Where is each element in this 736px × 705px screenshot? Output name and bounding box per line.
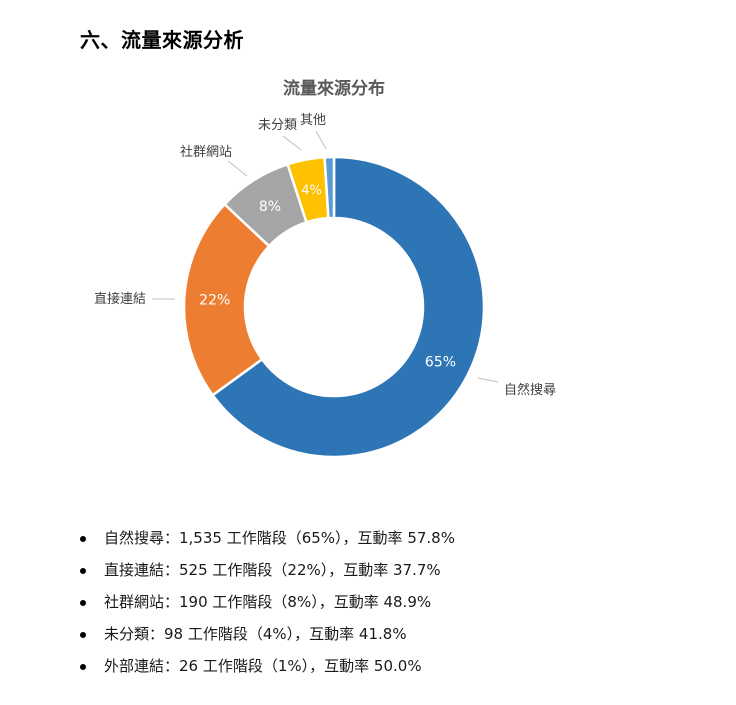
category-label: 其他 — [300, 113, 326, 128]
data-label: 65% — [425, 354, 456, 370]
category-label: 直接連結 — [94, 291, 146, 307]
data-label: 4% — [301, 184, 322, 199]
list-item: 未分類：98 工作階段（4%），互動率 41.8% — [80, 620, 455, 652]
donut-slice-5 — [323, 155, 336, 220]
list-item: 直接連結：525 工作階段（22%），互動率 37.7% — [80, 556, 455, 588]
donut-chart-svg: 流量來源分布 65% 自然搜尋 22% 直接連結 8% 社群網站 4% 未分類 其他 — [94, 78, 556, 459]
list-item: 自然搜尋：1,535 工作階段（65%），互動率 57.8% — [80, 524, 455, 556]
leader-line — [477, 377, 499, 383]
chart-title: 流量來源分布 — [283, 78, 385, 99]
list-item: 社群網站：190 工作階段（8%），互動率 48.9% — [80, 588, 455, 620]
section-heading: 六、流量來源分析 — [80, 28, 244, 52]
donut-slice-1 — [210, 155, 486, 459]
category-label: 社群網站 — [180, 144, 232, 160]
donut-slice-2 — [182, 202, 271, 397]
category-label: 自然搜尋 — [504, 382, 556, 398]
traffic-source-list: 自然搜尋：1,535 工作階段（65%），互動率 57.8% 直接連結：525 … — [80, 524, 455, 684]
data-label: 22% — [199, 292, 230, 308]
leader-line — [282, 135, 302, 151]
list-item: 外部連結：26 工作階段（1%），互動率 50.0% — [80, 652, 455, 684]
leader-line — [315, 130, 327, 150]
data-label: 8% — [259, 199, 281, 215]
category-label: 未分類 — [258, 118, 297, 133]
donut-chart: 流量來源分布 65% 自然搜尋 22% 直接連結 8% 社群網站 4% 未分類 其他 — [94, 78, 556, 459]
leader-line — [227, 160, 248, 177]
